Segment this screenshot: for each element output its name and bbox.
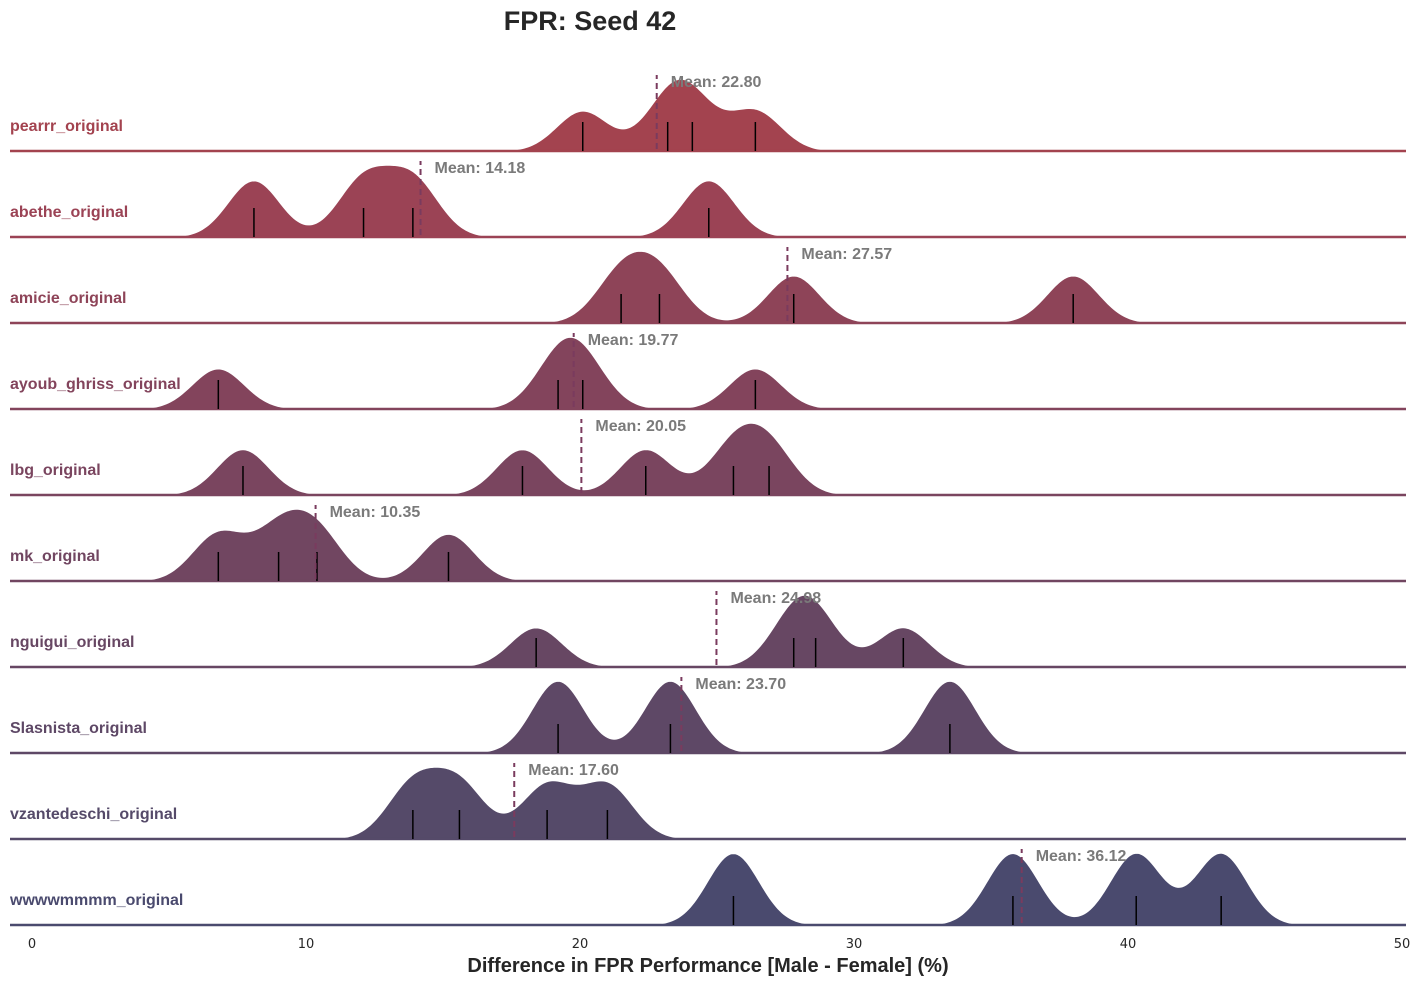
mean-label: Mean: 36.12 [1036,848,1127,865]
ridge-slasnista-original: Mean: 23.70 Slasnista_original [10,676,1406,755]
row-label: amicie_original [10,290,127,307]
mean-label: Mean: 24.98 [730,590,821,607]
ridge-vzantedeschi-original: Mean: 17.60 vzantedeschi_original [10,762,1406,841]
ridges-group: Mean: 22.80 pearrr_original Mean: 14.18 abe… [9,74,1406,927]
x-tick-label: 20 [572,937,589,952]
mean-label: Mean: 14.18 [435,160,526,177]
ridge-abethe-original: Mean: 14.18 abethe_original [10,160,1406,239]
row-label: Slasnista_original [10,720,147,737]
ridge-nguigui-original: Mean: 24.98 nguigui_original [10,590,1406,669]
row-label: lbg_original [10,462,101,479]
x-tick-label: 50 [1394,937,1411,952]
density-area [10,766,1406,840]
ridge-amicie-original: Mean: 27.57 amicie_original [10,246,1406,325]
ridge-pearrr-original: Mean: 22.80 pearrr_original [10,74,1406,153]
row-label: ayoub_ghriss_original [10,376,181,393]
mean-label: Mean: 19.77 [588,332,679,349]
density-area [10,422,1406,496]
mean-label: Mean: 22.80 [671,74,762,91]
x-tick-label: 40 [1120,937,1137,952]
x-tick-label: 0 [28,937,36,952]
row-label: vzantedeschi_original [10,806,177,823]
mean-label: Mean: 27.57 [801,246,892,263]
row-label: wwwwmmmm_original [9,892,183,909]
mean-label: Mean: 23.70 [695,676,786,693]
ridge-lbg-original: Mean: 20.05 lbg_original [10,418,1406,497]
ridge-ayoub-ghriss-original: Mean: 19.77 ayoub_ghriss_original [10,332,1406,411]
mean-label: Mean: 10.35 [330,504,421,521]
row-label: mk_original [10,548,100,565]
density-area [10,852,1406,926]
x-tick-label: 30 [846,937,863,952]
x-axis-label: Difference in FPR Performance [Male - Fe… [467,955,948,977]
ridge-wwwwmmmm-original: Mean: 36.12 wwwwmmmm_original [9,848,1406,927]
row-label: nguigui_original [10,634,134,651]
chart-title: FPR: Seed 42 [504,6,677,36]
x-tick-label: 10 [298,937,315,952]
density-area [10,250,1406,324]
density-area [10,336,1406,410]
density-area [10,164,1406,238]
row-label: pearrr_original [10,118,123,135]
x-axis: 0 10 20 30 40 50 [28,937,1410,952]
density-area [10,508,1406,582]
row-label: abethe_original [10,204,128,221]
mean-label: Mean: 17.60 [528,762,619,779]
mean-label: Mean: 20.05 [595,418,686,435]
ridge-mk-original: Mean: 10.35 mk_original [10,504,1406,583]
density-area [10,594,1406,668]
